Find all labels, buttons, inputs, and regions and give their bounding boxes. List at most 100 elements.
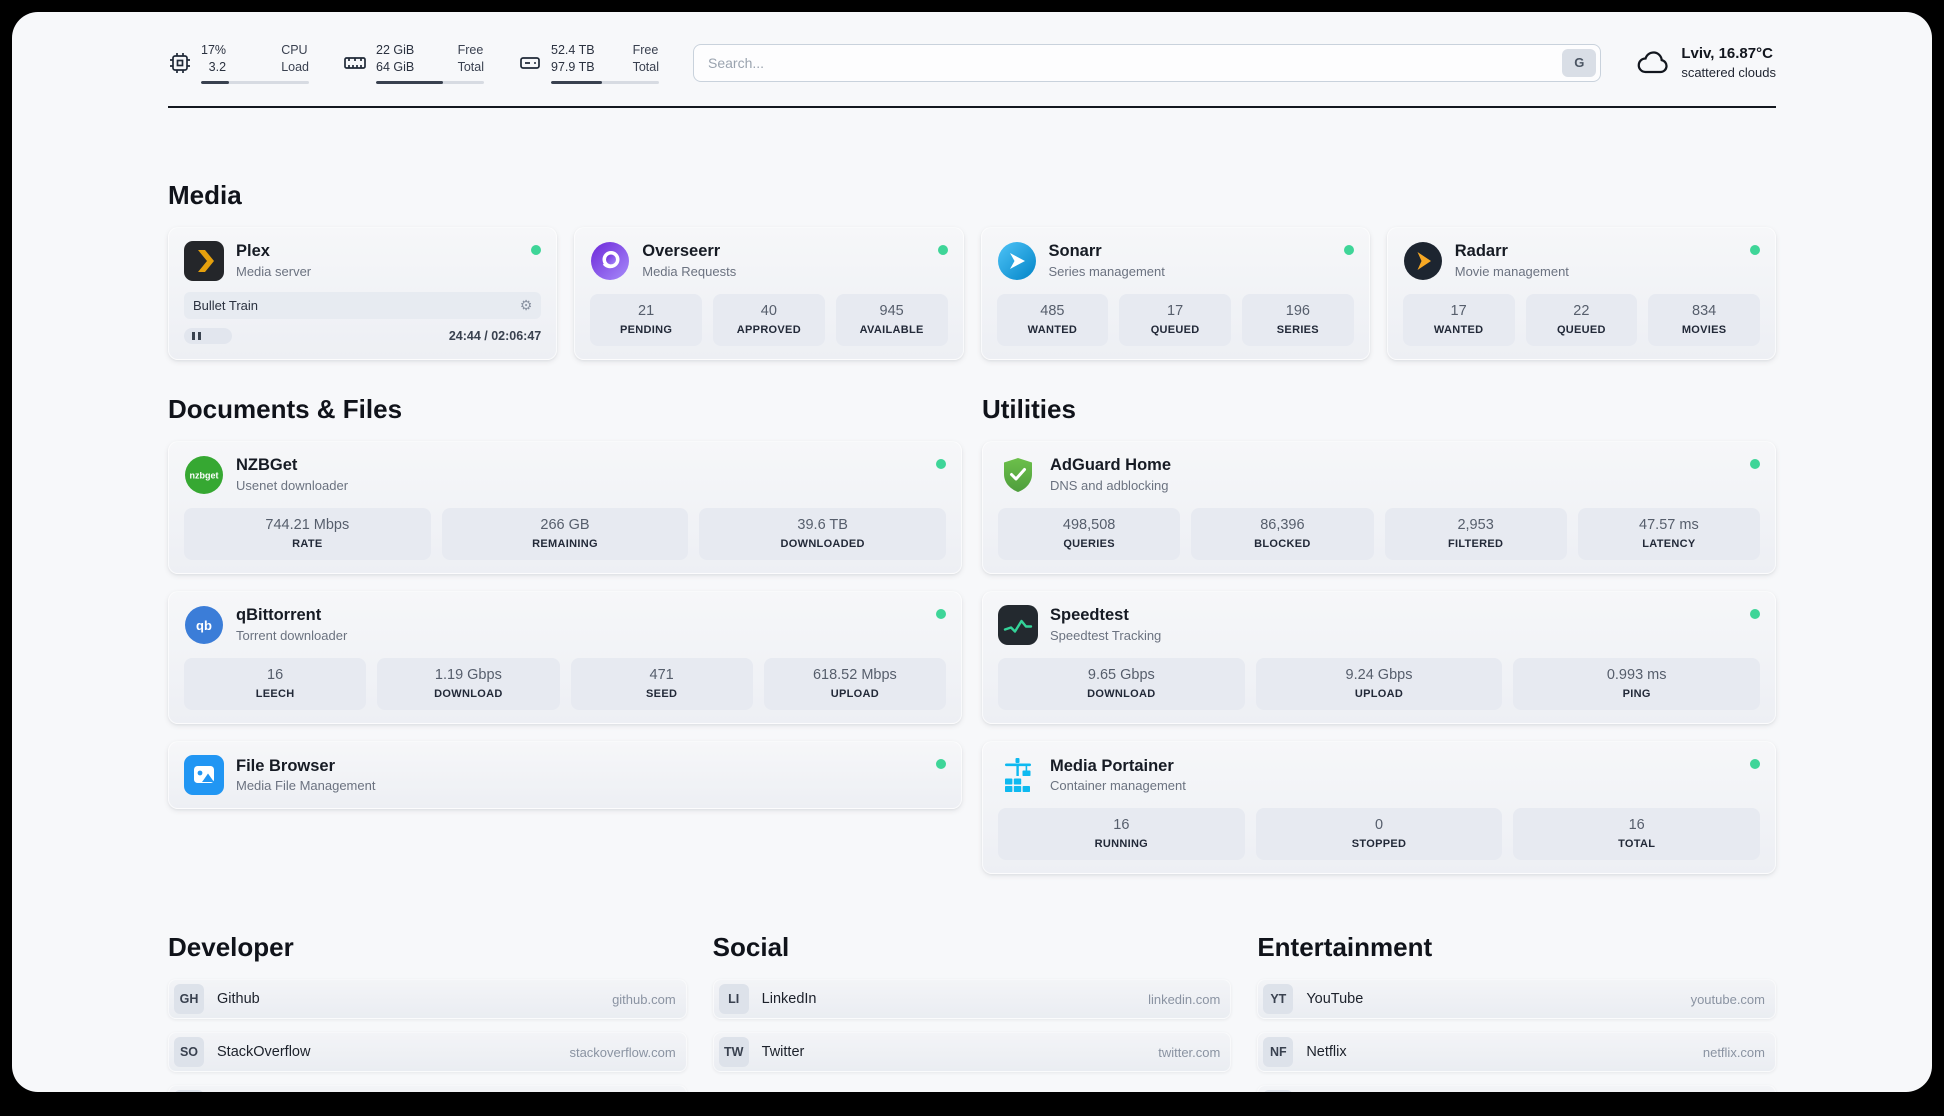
app-name: Radarr [1454,242,1508,261]
app-card-plex[interactable]: Plex Media server Bullet Train ⚙ 24:44 /… [168,226,558,360]
stat-value: 744.21 Mbps [265,516,350,533]
stat-label: PING [1622,687,1651,700]
stats-row: 16 LEECH 1.19 Gbps DOWNLOAD 471 SEED [184,645,946,711]
cpu-label: CPU [281,43,308,57]
stat-label: FILTERED [1447,537,1504,550]
status-dot [936,759,946,770]
stat-label: SEED [646,687,678,700]
stat-value: 945 [879,302,904,319]
status-dot [1750,458,1760,469]
stat-value: 47.57 ms [1639,516,1699,533]
stat-label: DOWNLOADED [780,537,865,550]
bookmark-linkedin[interactable]: LI LinkedIn linkedin.com [712,979,1232,1020]
app-subtitle: Speedtest Tracking [1050,627,1162,643]
stat-label: DOWNLOAD [434,687,503,700]
stat-value: 17 [1167,302,1184,319]
stat-label: MOVIES [1681,323,1727,336]
stat-value: 39.6 TB [797,516,848,533]
stat-box: 834 MOVIES [1648,293,1760,346]
app-card-radarr[interactable]: Radarr Movie management 17 WANTED 22 QUE… [1386,226,1776,360]
bookmark-name: Netflix [1306,1044,1347,1061]
utilities-column: Utilities [982,393,1776,875]
app-card-filebrowser[interactable]: File Browser Media File Management [168,741,962,810]
bookmark-abbr: TW [718,1037,749,1068]
bookmark-github[interactable]: GH Github github.com [168,979,687,1020]
stat-box: 86,396 BLOCKED [1191,507,1374,561]
filebrowser-icon [184,755,224,796]
stat-box: 9.65 Gbps DOWNLOAD [998,658,1245,711]
stat-value: 9.24 Gbps [1345,667,1413,684]
search-input[interactable] [693,43,1602,82]
pause-button[interactable] [184,327,232,344]
stat-value: 196 [1285,302,1310,319]
section-title-utilities: Utilities [982,393,1076,424]
bookmark-name: Github [217,991,260,1008]
disk-free-value: 52.4 TB [551,43,595,57]
stat-label: PENDING [620,323,673,336]
stat-value: 471 [649,667,674,684]
bookmark-abbr: GH [174,984,204,1015]
adguard-icon [998,455,1038,495]
bookmarks-social: Social LI LinkedIn linkedin.com TW Twitt… [712,932,1232,1092]
stat-box: 0 STOPPED [1255,808,1503,861]
app-card-sonarr[interactable]: Sonarr Series management 485 WANTED 17 Q… [980,226,1370,360]
stat-label: REMAINING [532,537,598,550]
stat-value: 0 [1374,817,1384,834]
search-provider-button[interactable]: G [1562,48,1597,77]
cloud-icon [1635,45,1671,81]
stat-value: 86,396 [1260,516,1305,533]
status-dot [1750,244,1760,255]
now-playing-track[interactable]: Bullet Train ⚙ [184,291,542,319]
app-card-adguard[interactable]: AdGuard Home DNS and adblocking 498,508 … [982,440,1776,575]
overseerr-icon [590,241,630,281]
app-card-speedtest[interactable]: Speedtest Speedtest Tracking 9.65 Gbps D… [982,591,1776,725]
search-bar: G [693,43,1602,82]
stat-box: 22 QUEUED [1525,293,1638,346]
bookmark-abbr: NF [1263,1037,1294,1068]
stats-row: 744.21 Mbps RATE 266 GB REMAINING 39.6 T… [184,495,947,561]
stat-box: 47.57 ms LATENCY [1577,507,1760,561]
bookmark-name: YouTube [1306,991,1364,1008]
section-title-social: Social [712,932,790,963]
app-name: Media Portainer [1050,756,1174,775]
stat-label: QUERIES [1063,537,1115,550]
bookmark-youtube[interactable]: YT YouTube youtube.com [1257,979,1776,1020]
stats-row: 21 PENDING 40 APPROVED 945 AVAILABLE [590,281,948,346]
stat-box: 485 WANTED [996,293,1109,346]
stat-box: 17 QUEUED [1119,293,1231,346]
stat-box: 945 AVAILABLE [835,293,948,346]
disk-icon [518,51,542,75]
stat-box: 16 RUNNING [998,808,1245,861]
app-card-overseerr[interactable]: Overseerr Media Requests 21 PENDING 40 A… [574,226,964,360]
bookmark-abbr: LI [718,984,749,1015]
bookmark-twitter[interactable]: TW Twitter twitter.com [712,1032,1232,1073]
stat-label: APPROVED [736,323,801,336]
disk-widget: 52.4 TB 97.9 TB Free Total [518,42,659,84]
bookmark-netflix[interactable]: NF Netflix netflix.com [1257,1032,1776,1073]
stat-label: RATE [292,537,323,550]
app-card-qbittorrent[interactable]: qb qBittorrent Torrent downloader 16 [168,591,962,725]
stat-label: WANTED [1027,323,1078,336]
weather-location: Lviv, 16.87°C [1681,44,1773,62]
app-subtitle: Media File Management [236,777,376,793]
bookmark-stackoverflow[interactable]: SO StackOverflow stackoverflow.com [168,1032,687,1073]
app-name: NZBGet [236,456,298,475]
dashboard-page: 17% 3.2 CPU Load [12,12,1932,1092]
bookmark-dev[interactable]: DT DEV dev.to [168,1085,687,1092]
app-card-nzbget[interactable]: nzbget NZBGet Usenet downloader 744.21 M… [168,440,962,575]
section-title-developer: Developer [168,932,294,963]
cpu-load-value: 3.2 [208,59,227,74]
settings-gear-icon[interactable]: ⚙ [519,296,533,313]
status-dot [937,244,948,255]
memory-free-value: 22 GiB [376,43,415,57]
memory-total-value: 64 GiB [376,59,415,74]
app-name: Sonarr [1048,242,1102,261]
bookmark-name: Twitter [761,1044,805,1061]
memory-icon [343,51,367,75]
stat-value: 22 [1573,302,1590,319]
status-dot [936,609,946,620]
bookmark-reddit[interactable]: RE Reddit reddit.com [1257,1085,1776,1092]
stat-box: 471 SEED [570,658,753,711]
app-card-portainer[interactable]: Media Portainer Container management 16 … [982,741,1776,875]
stat-box: 40 APPROVED [713,293,825,346]
